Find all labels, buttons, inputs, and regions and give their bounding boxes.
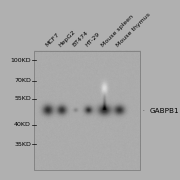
Text: GABPB1: GABPB1 (144, 107, 179, 114)
Text: 55KD: 55KD (14, 96, 31, 101)
Text: Mouse thymus: Mouse thymus (116, 12, 152, 48)
Text: Mouse spleen: Mouse spleen (101, 14, 135, 48)
Text: MCF7: MCF7 (44, 32, 60, 48)
Text: 40KD: 40KD (14, 122, 31, 127)
Text: HT-29: HT-29 (85, 31, 101, 48)
Text: 70KD: 70KD (14, 78, 31, 83)
Text: 35KD: 35KD (14, 141, 31, 147)
Text: BT474: BT474 (72, 30, 90, 48)
Text: HepG2: HepG2 (58, 29, 77, 48)
Text: 100KD: 100KD (10, 58, 31, 63)
